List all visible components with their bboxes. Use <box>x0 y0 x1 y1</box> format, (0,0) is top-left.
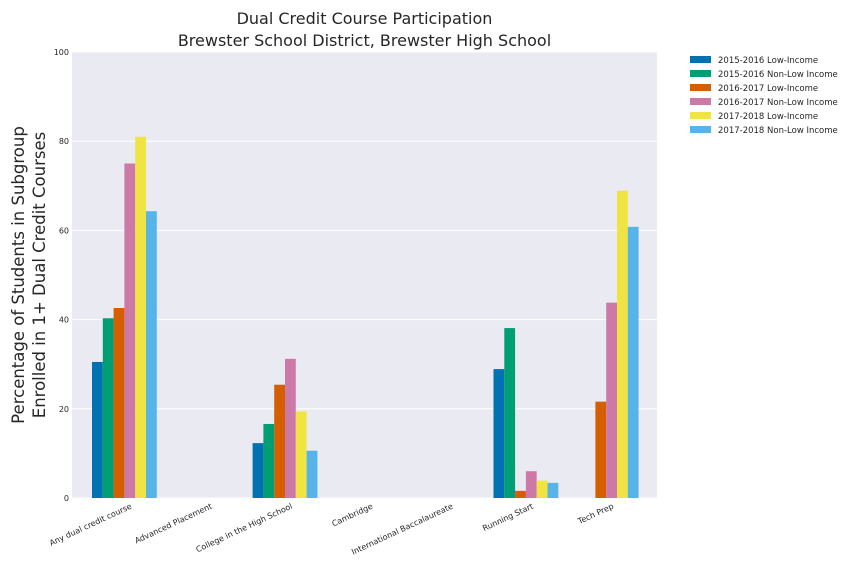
legend: 2015-2016 Low-Income 2015-2016 Non-Low In… <box>690 56 838 136</box>
legend-label: 2017-2018 Low-Income <box>718 112 818 122</box>
y-tick-label: 100 <box>54 48 69 57</box>
y-tick-label: 0 <box>64 494 69 503</box>
bar <box>252 443 264 498</box>
x-tick-label: Cambridge <box>331 502 375 529</box>
legend-label: 2015-2016 Low-Income <box>718 56 818 66</box>
bars <box>92 136 639 499</box>
bar <box>306 450 318 498</box>
bar <box>606 302 617 498</box>
x-tick-label: Advanced Placement <box>133 502 213 546</box>
legend-swatch <box>690 112 711 119</box>
bar <box>493 369 505 498</box>
x-tick-label: Tech Prep <box>576 502 615 527</box>
legend-label: 2016-2017 Non-Low Income <box>718 98 838 108</box>
legend-swatch <box>690 70 711 77</box>
chart-title-line-2: Brewster School District, Brewster High … <box>178 31 551 50</box>
bar <box>285 358 296 498</box>
bar <box>263 423 275 498</box>
bar <box>113 308 125 498</box>
bar <box>536 480 548 498</box>
legend-label: 2015-2016 Non-Low Income <box>718 70 838 80</box>
bar <box>146 211 157 499</box>
chart-title-line-1: Dual Credit Course Participation <box>237 9 493 28</box>
bar <box>295 411 307 498</box>
bar <box>515 490 526 498</box>
y-tick-label: 20 <box>59 405 69 414</box>
legend-label: 2017-2018 Non-Low Income <box>718 126 838 136</box>
bar <box>124 163 136 498</box>
legend-swatch <box>690 98 711 105</box>
bar <box>627 226 639 498</box>
bar <box>547 482 559 498</box>
x-tick-labels: Any dual credit course Advanced Placement… <box>48 502 615 557</box>
bar <box>595 401 607 498</box>
y-tick-label: 80 <box>59 137 69 146</box>
bar <box>617 190 628 498</box>
bar <box>92 361 103 498</box>
legend-swatch <box>690 56 711 63</box>
legend-label: 2016-2017 Low-Income <box>718 84 818 94</box>
y-tick-label: 40 <box>59 316 69 325</box>
x-tick-label: Running Start <box>481 502 535 533</box>
plot-background <box>72 52 657 498</box>
y-axis-label-line-1: Percentage of Students in Subgroup <box>9 126 28 424</box>
x-tick-label: Any dual credit course <box>48 502 133 548</box>
y-tick-labels: 0 20 40 60 80 100 <box>54 48 69 503</box>
bar <box>525 471 537 498</box>
legend-swatch <box>690 126 711 133</box>
bar <box>135 136 146 499</box>
bar <box>274 384 285 498</box>
y-axis-label-line-2: Enrolled in 1+ Dual Credit Courses <box>30 132 49 418</box>
bar <box>504 328 516 498</box>
y-tick-label: 60 <box>59 226 69 235</box>
legend-swatch <box>690 84 711 91</box>
bar <box>102 318 114 498</box>
gridlines <box>72 51 657 499</box>
